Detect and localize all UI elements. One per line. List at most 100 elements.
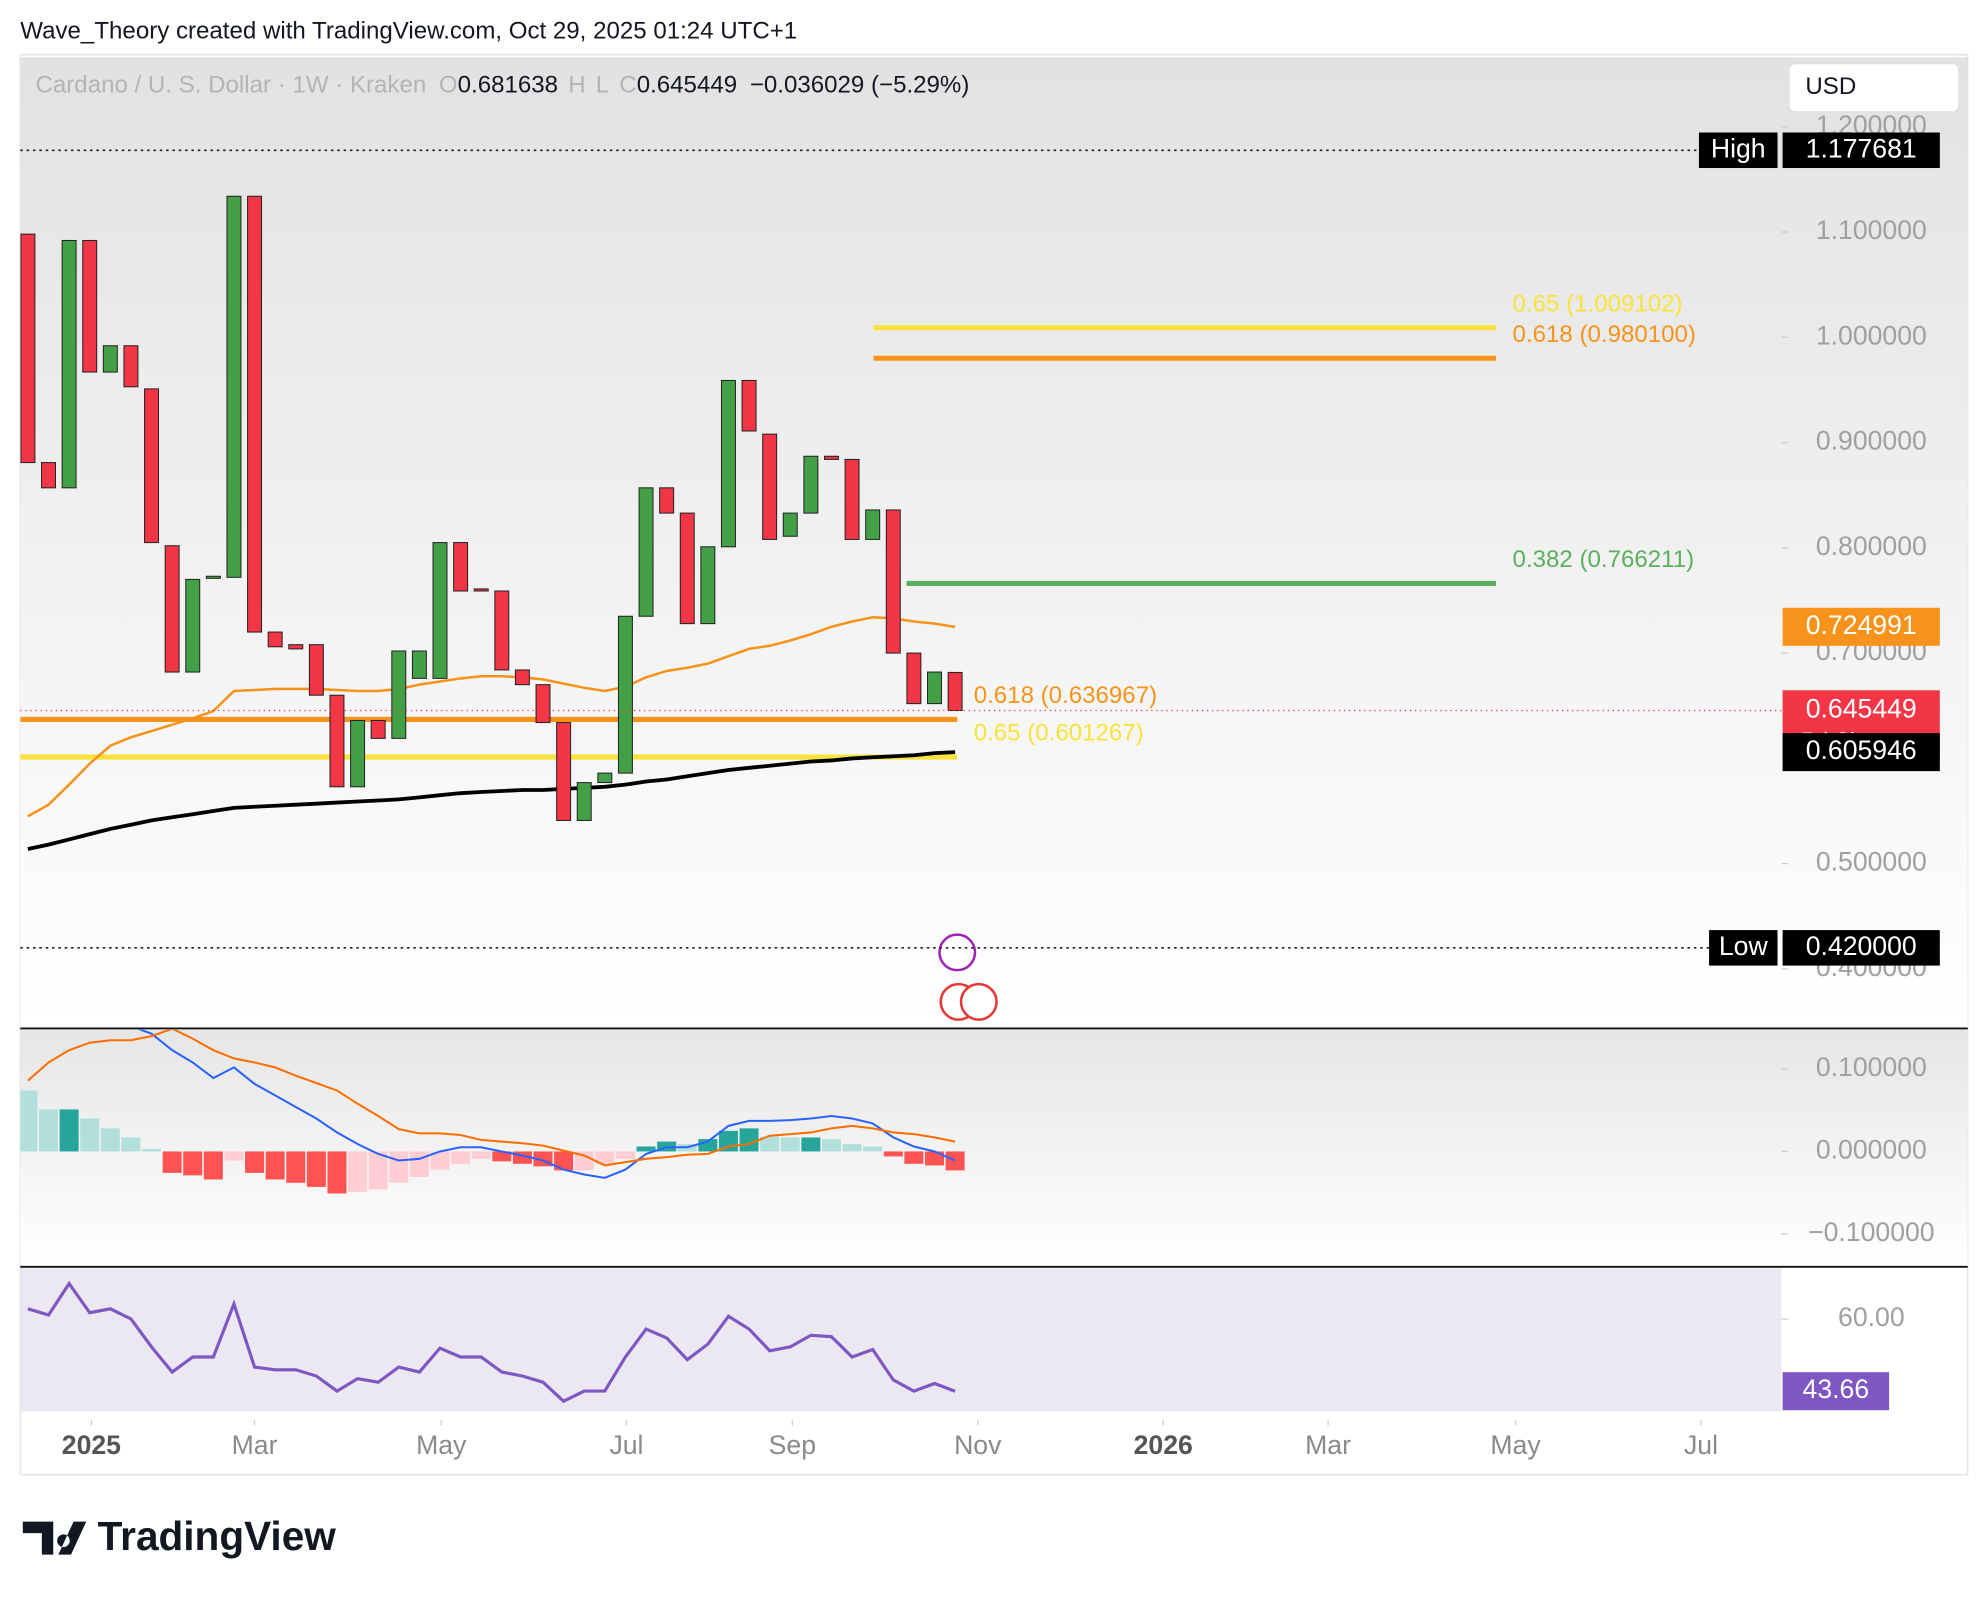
macd-histogram-bar — [121, 1137, 141, 1152]
x-tick-label: May — [416, 1430, 467, 1460]
candle-body — [597, 772, 613, 784]
change: −0.036029 (−5.29%) — [750, 72, 970, 99]
macd-histogram-bar — [471, 1151, 491, 1159]
x-tick-label: Mar — [232, 1430, 278, 1460]
event-icon[interactable] — [938, 933, 977, 972]
brand-logo — [22, 1521, 87, 1555]
high-value: 1.177681 — [1806, 133, 1917, 163]
macd-histogram-bar — [595, 1151, 615, 1164]
x-tick-label: Mar — [1305, 1430, 1351, 1460]
macd-histogram-bar — [760, 1136, 780, 1152]
candle-body — [205, 575, 221, 579]
candle-body — [679, 512, 695, 625]
macd-histogram-bar — [842, 1144, 862, 1152]
y-tick-label: 60.00 — [1838, 1302, 1905, 1332]
candle-body — [267, 631, 283, 648]
event-icon[interactable] — [959, 982, 998, 1021]
candle-body — [102, 345, 118, 373]
candle-body — [20, 233, 36, 464]
macd-histogram-bar — [39, 1109, 59, 1152]
y-tick-label: 1.100000 — [1816, 215, 1927, 245]
candle-body — [432, 542, 448, 679]
candle-body — [123, 345, 139, 388]
candle-body — [308, 644, 324, 696]
price-tag-value: 0.724991 — [1806, 610, 1917, 640]
pane-group — [20, 1029, 965, 1194]
candle-body — [947, 671, 963, 712]
candle-body — [782, 512, 798, 537]
currency-button[interactable] — [1788, 63, 1960, 113]
macd-histogram-bar — [265, 1151, 285, 1180]
y-tick-label: 0.900000 — [1816, 426, 1927, 456]
line — [27, 1029, 956, 1167]
x-tick-label: Jul — [609, 1430, 643, 1460]
x-tick-label: May — [1490, 1430, 1541, 1460]
candle-body — [762, 433, 778, 540]
brand: TradingView — [98, 1513, 337, 1559]
fib-label: 0.618 (0.980100) — [1513, 321, 1696, 348]
price-tag-value: 0.645449 — [1806, 694, 1917, 724]
candle-body — [844, 458, 860, 540]
open-value: 0.681638 — [458, 72, 558, 99]
candle-body — [370, 719, 386, 739]
fib-label: 0.382 (0.766211) — [1513, 546, 1695, 573]
macd-histogram-bar — [306, 1151, 326, 1187]
high-tag — [1698, 132, 1778, 169]
macd-histogram-bar — [20, 1090, 38, 1152]
macd-histogram-bar — [389, 1151, 409, 1183]
candle-body — [41, 462, 56, 489]
macd-histogram-bar — [492, 1151, 512, 1162]
macd-histogram-bar — [224, 1151, 244, 1161]
x-tick-label: Sep — [769, 1430, 816, 1460]
candle-body — [164, 545, 180, 673]
y-tick-label: 0.500000 — [1816, 847, 1927, 877]
candle-body — [741, 379, 757, 432]
macd-histogram-bar — [162, 1151, 182, 1173]
low-tag-label: Low — [1719, 931, 1769, 961]
macd-histogram-bar — [80, 1118, 100, 1152]
fib-label: 0.65 (1.009102) — [1513, 290, 1683, 317]
pane-group — [20, 195, 1497, 851]
symbol-legend: Cardano / U. S. Dollar · 1W · Kraken O0.6… — [35, 72, 969, 99]
low-value: 0.420000 — [1806, 931, 1917, 961]
o-label: O — [439, 72, 458, 99]
candle-body — [247, 195, 263, 633]
macd-histogram-bar — [100, 1128, 120, 1152]
macd-histogram-bar — [615, 1151, 635, 1159]
candle-body — [226, 195, 242, 578]
candle-body — [823, 455, 839, 460]
rsi-tag — [1782, 1372, 1890, 1411]
x-tick-label: Jul — [1684, 1430, 1718, 1460]
candle-body — [803, 455, 819, 514]
price-tag — [1782, 733, 1940, 772]
macd-histogram-bar — [409, 1151, 429, 1177]
macd-histogram-bar — [945, 1151, 965, 1171]
price-tag-value: 0.605946 — [1806, 735, 1917, 765]
macd-histogram-bar — [924, 1151, 945, 1166]
candle-body — [927, 671, 942, 705]
macd-histogram-bar — [368, 1151, 388, 1190]
x-tick-label: 2026 — [1134, 1430, 1193, 1460]
rsi-tag-value: 43.66 — [1803, 1374, 1870, 1404]
pane-group — [27, 1280, 956, 1404]
candle-body — [700, 546, 716, 625]
fib-label: 0.618 (0.636967) — [974, 682, 1157, 709]
candle-body — [329, 694, 345, 788]
y-tick-label: −0.100000 — [1808, 1217, 1935, 1247]
high-value-box — [1782, 132, 1940, 169]
macd-histogram-bar — [327, 1151, 347, 1194]
candle-body — [535, 684, 551, 724]
currency[interactable]: USD — [1805, 73, 1856, 100]
candle-body — [638, 487, 654, 617]
fib-label: 0.65 (0.601267) — [974, 720, 1144, 747]
candle-body — [350, 719, 366, 788]
candle-body — [391, 650, 407, 739]
y-tick-label: 0.000000 — [1816, 1134, 1927, 1164]
macd-histogram-bar — [348, 1151, 368, 1192]
macd-histogram-bar — [554, 1151, 574, 1171]
line — [27, 616, 956, 818]
macd-histogram-bar — [183, 1151, 203, 1176]
macd-histogram-bar — [636, 1146, 656, 1152]
